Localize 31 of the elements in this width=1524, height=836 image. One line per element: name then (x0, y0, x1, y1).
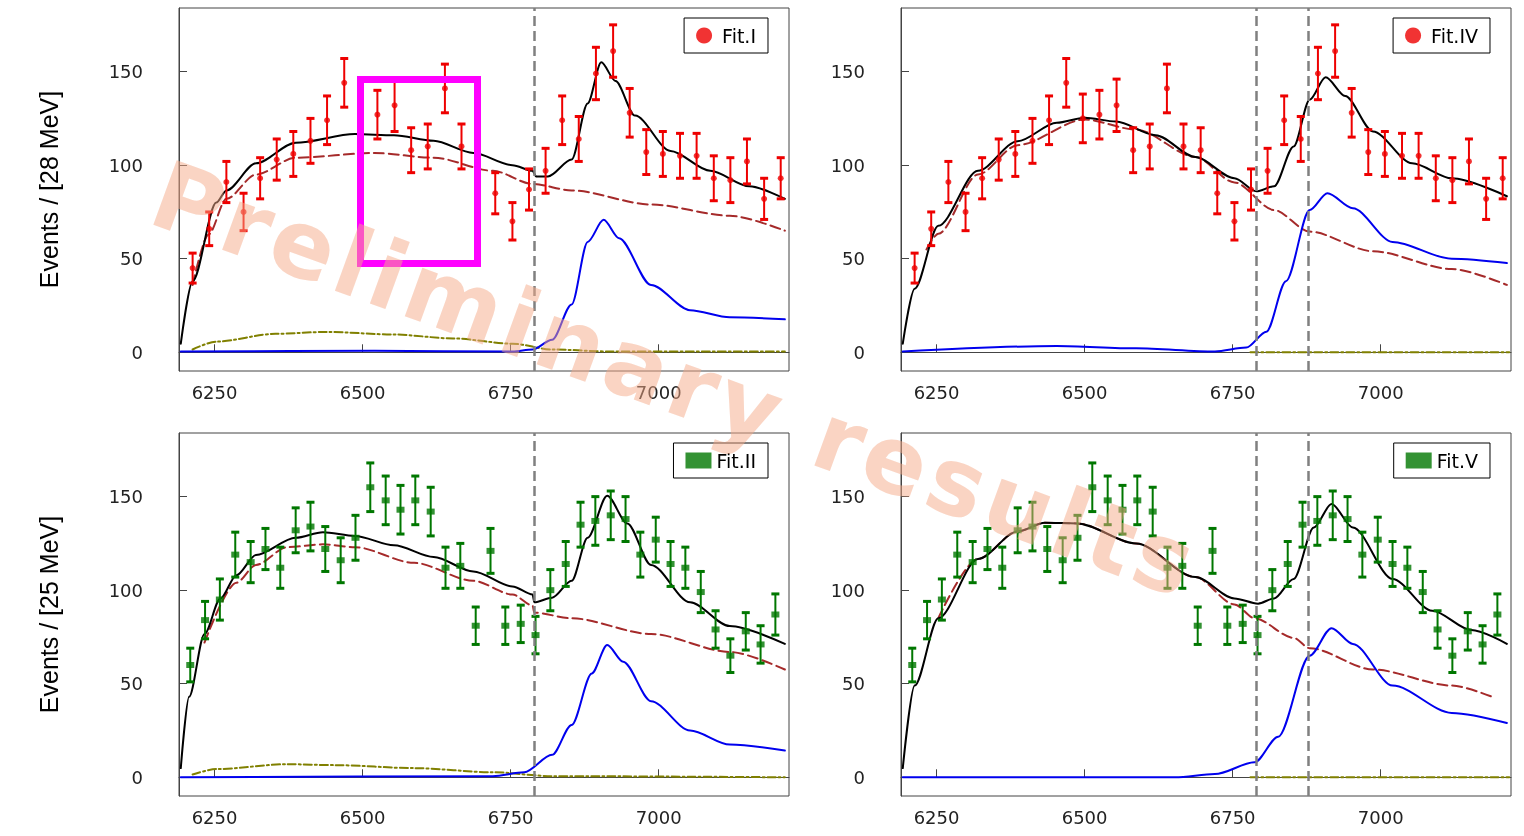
x-tick-label: 6250 (913, 381, 960, 403)
y-tick-label: 150 (108, 61, 143, 83)
y-tick-label: 0 (131, 766, 143, 788)
y-axis-title: Events / [28 MeV] (34, 90, 63, 289)
x-tick-label: 6750 (1209, 806, 1256, 828)
y-tick-label: 50 (120, 673, 143, 695)
x-tick-label: 6500 (339, 806, 386, 828)
y-tick-label: 150 (108, 486, 143, 508)
x-tick-label: 6250 (191, 806, 238, 828)
x-tick-label: 6750 (487, 806, 534, 828)
x-tick-label: 6500 (1061, 806, 1108, 828)
y-tick-label: 150 (830, 61, 865, 83)
legend-label: Fit.IV (1431, 24, 1479, 47)
legend-label: Fit.I (722, 24, 756, 47)
x-tick-label: 7000 (635, 806, 682, 828)
y-tick-label: 100 (830, 154, 865, 176)
y-tick-label: 50 (842, 248, 865, 270)
y-tick-label: 50 (842, 673, 865, 695)
legend-label: Fit.V (1436, 449, 1478, 472)
y-axis-title: Events / [25 MeV] (34, 515, 63, 714)
y-tick-label: 100 (108, 579, 143, 601)
y-tick-label: 50 (120, 248, 143, 270)
x-tick-label: 7000 (1357, 806, 1404, 828)
x-tick-label: 6250 (913, 806, 960, 828)
x-tick-label: 6500 (1061, 381, 1108, 403)
y-tick-label: 0 (853, 341, 865, 363)
y-tick-label: 100 (108, 154, 143, 176)
y-tick-label: 0 (853, 766, 865, 788)
x-tick-label: 6750 (1209, 381, 1256, 403)
x-tick-label: 7000 (1357, 381, 1404, 403)
y-tick-label: 0 (131, 341, 143, 363)
